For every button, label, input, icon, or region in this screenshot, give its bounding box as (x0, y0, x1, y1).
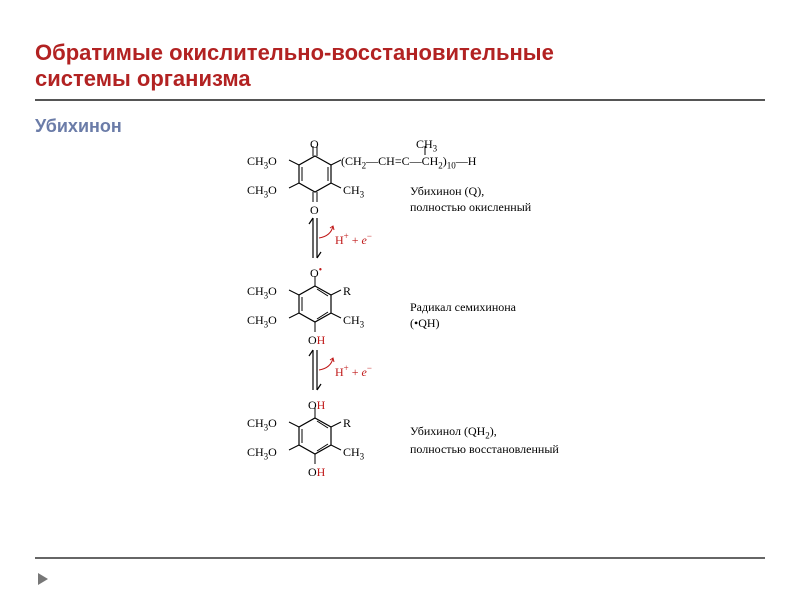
o-top-1: O (310, 138, 319, 150)
desc-3-l1: Убихинол (QH2), (410, 424, 497, 438)
ring-3 (265, 404, 385, 504)
title-line-2: системы организма (35, 66, 251, 91)
desc-1-l2: полностью окисленный (410, 200, 531, 214)
title-underline (35, 99, 765, 101)
o-top-2: O• (310, 267, 322, 280)
chemical-diagram: O O CH3O CH3O CH3 (CH2—CH=C—CH2)10—H CH3… (275, 142, 605, 542)
play-icon[interactable] (36, 572, 50, 586)
slide-title: Обратимые окислительно-восстановительные… (35, 40, 554, 93)
oh-bot-3: OH (308, 466, 325, 478)
ch3o-3b: CH3O (247, 446, 277, 461)
ch3o-2a: CH3O (247, 285, 277, 300)
desc-2-l2: (•QH) (410, 316, 440, 330)
ch3o-1b: CH3O (247, 184, 277, 199)
arrow-label-1: H+ + e− (335, 231, 372, 248)
desc-3: Убихинол (QH2), полностью восстановленны… (410, 424, 559, 458)
tail-bond (420, 146, 430, 156)
ch3-1: CH3 (343, 184, 364, 199)
content-rule (35, 557, 765, 559)
tail: (CH2—CH=C—CH2)10—H (341, 155, 476, 170)
arrow-label-2: H+ + e− (335, 363, 372, 380)
subtitle: Убихинон (35, 116, 122, 137)
oh-bot-2: OH (308, 334, 325, 346)
oh-top-3: OH (308, 399, 325, 411)
r-3: R (343, 417, 351, 429)
desc-1: Убихинон (Q), полностью окисленный (410, 184, 531, 215)
ch3-3: CH3 (343, 446, 364, 461)
desc-1-l1: Убихинон (Q), (410, 184, 484, 198)
slide: Обратимые окислительно-восстановительные… (0, 0, 800, 600)
ch3o-2b: CH3O (247, 314, 277, 329)
ch3o-1a: CH3O (247, 155, 277, 170)
ch3-2: CH3 (343, 314, 364, 329)
desc-2: Радикал семихинона (•QH) (410, 300, 516, 331)
desc-3-l2: полностью восстановленный (410, 442, 559, 456)
ch3o-3a: CH3O (247, 417, 277, 432)
desc-2-l1: Радикал семихинона (410, 300, 516, 314)
title-line-1: Обратимые окислительно-восстановительные (35, 40, 554, 65)
r-2: R (343, 285, 351, 297)
